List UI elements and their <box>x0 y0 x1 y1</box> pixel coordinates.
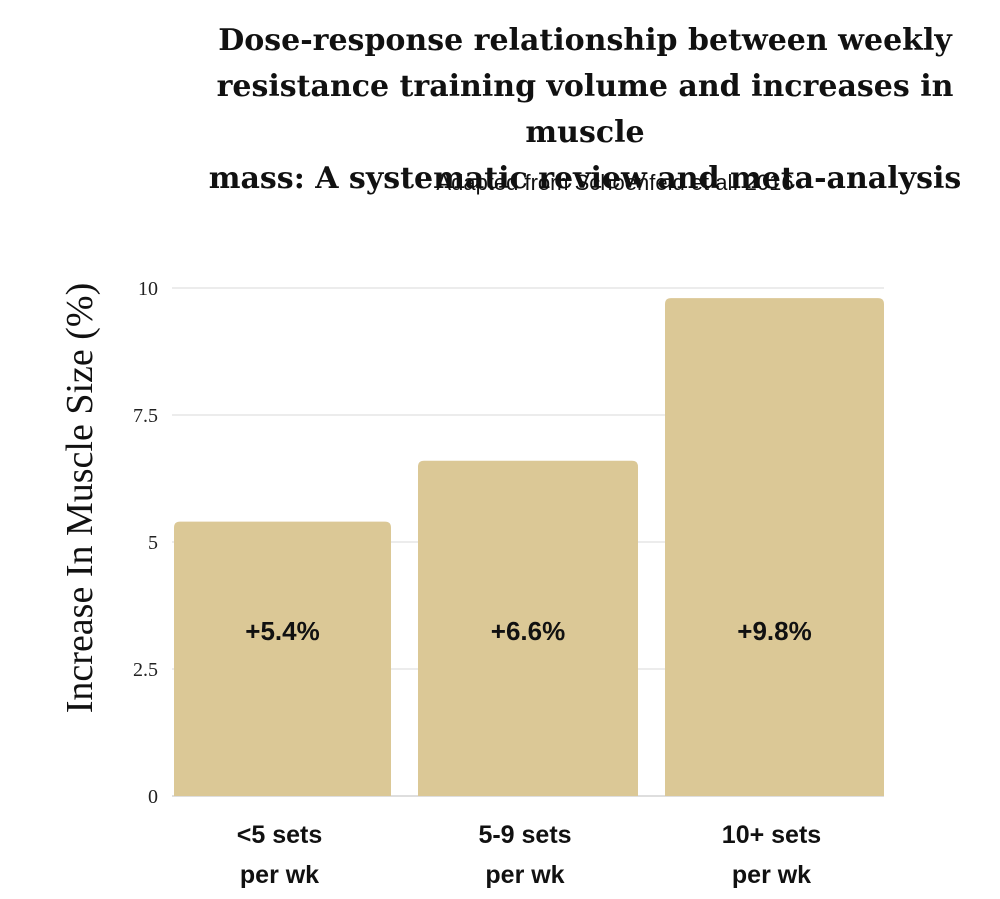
y-tick-label-1: 2.5 <box>133 659 158 681</box>
chart-title-line-1: Dose-response relationship between weekl… <box>218 23 952 58</box>
x-tick-label-0-line-0: <5 sets <box>237 821 323 849</box>
chart-title: Dose-response relationship between weekl… <box>170 18 1000 202</box>
chart-title-line-3: mass: A systematic review and meta-analy… <box>208 161 962 196</box>
y-tick-label-3: 7.5 <box>133 405 158 427</box>
x-tick-label-0-line-1: per wk <box>240 861 319 889</box>
x-tick-label-2-line-1: per wk <box>732 861 811 889</box>
bar-data-label-1: +6.6% <box>491 616 565 646</box>
bar-data-label-0: +5.4% <box>245 616 319 646</box>
y-tick-label-2: 5 <box>148 532 158 554</box>
chart-title-line-2: resistance training volume and increases… <box>216 69 954 150</box>
bar-data-label-2: +9.8% <box>737 616 811 646</box>
chart-subtitle: Adapted from Schoenfeld et al. 2016 <box>436 170 794 195</box>
x-tick-label-1-line-1: per wk <box>485 861 564 889</box>
bar-2 <box>665 298 884 796</box>
x-tick-label-2-line-0: 10+ sets <box>722 821 821 849</box>
x-tick-label-1-line-0: 5-9 sets <box>478 821 571 849</box>
y-axis-label: Increase In Muscle Size (%) <box>59 283 101 713</box>
y-tick-label-4: 10 <box>138 278 158 300</box>
y-tick-label-0: 0 <box>148 786 158 808</box>
bar-0 <box>174 521 391 796</box>
bar-1 <box>418 460 638 796</box>
